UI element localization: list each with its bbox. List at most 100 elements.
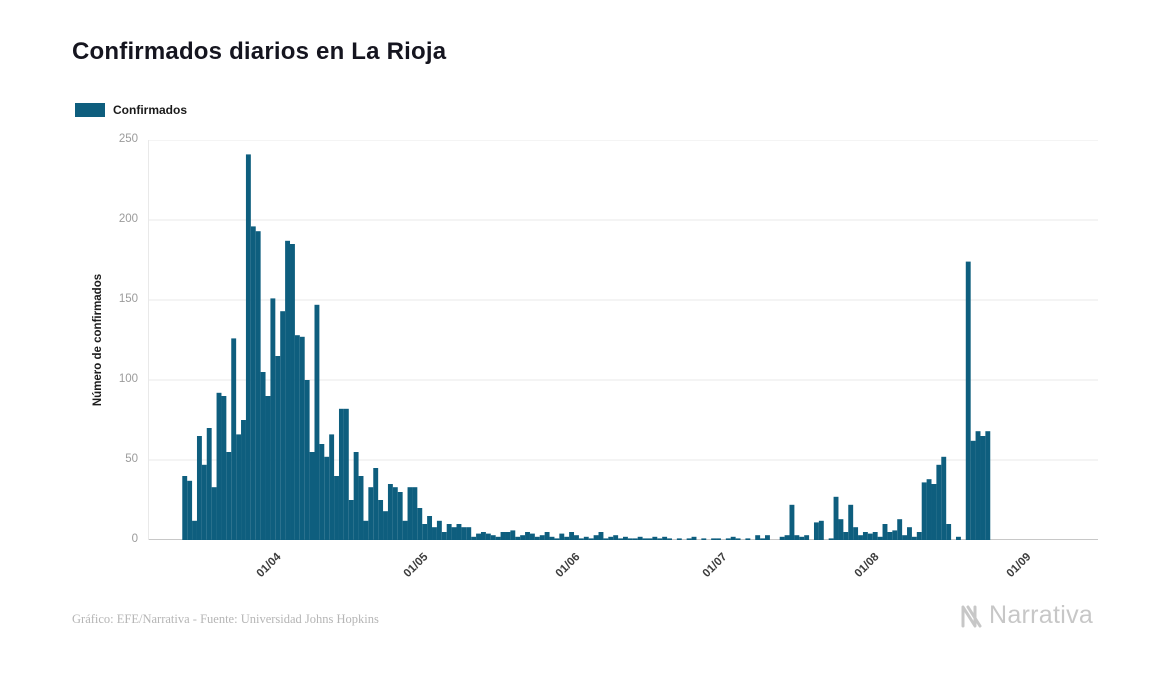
bar[interactable] [760,538,766,540]
bar[interactable] [358,476,364,540]
bar[interactable] [931,484,937,540]
bar[interactable] [466,527,472,540]
bar[interactable] [882,524,888,540]
bar[interactable] [407,487,413,540]
bar[interactable] [397,492,403,540]
bar[interactable] [858,535,863,540]
bar[interactable] [627,538,633,540]
bar[interactable] [500,532,506,540]
bar[interactable] [911,536,917,540]
bar[interactable] [402,520,408,540]
bar[interactable] [652,536,658,540]
bar[interactable] [735,538,741,540]
bar[interactable] [862,532,868,540]
bar[interactable] [765,535,770,540]
bar[interactable] [613,535,619,540]
bar[interactable] [324,456,330,540]
bar[interactable] [892,530,898,540]
bar[interactable] [657,538,663,540]
bar[interactable] [975,431,981,540]
bar[interactable] [725,538,731,540]
bar[interactable] [779,536,785,540]
bar[interactable] [662,536,668,540]
bar[interactable] [505,532,511,540]
bar[interactable] [270,298,276,540]
bar[interactable] [353,452,359,540]
bar[interactable] [578,538,584,540]
bar[interactable] [373,468,379,540]
bar[interactable] [623,536,628,540]
bar[interactable] [593,535,599,540]
bar[interactable] [338,408,344,540]
bar[interactable] [833,496,839,540]
bar[interactable] [755,535,761,540]
bar[interactable] [588,538,594,540]
bar[interactable] [211,487,217,540]
bar[interactable] [510,530,516,540]
bar[interactable] [701,538,707,540]
bar[interactable] [843,532,849,540]
bar[interactable] [436,520,442,540]
bar[interactable] [422,524,428,540]
bar[interactable] [686,538,692,540]
bar[interactable] [897,519,903,540]
bar[interactable] [877,536,883,540]
bar[interactable] [314,304,320,540]
bar[interactable] [549,536,555,540]
bar[interactable] [387,484,393,540]
bar[interactable] [231,338,237,540]
bar[interactable] [515,536,521,540]
bar[interactable] [495,536,501,540]
bar[interactable] [598,532,604,540]
bar[interactable] [520,535,526,540]
bar[interactable] [887,532,893,540]
bar[interactable] [290,244,295,540]
bar[interactable] [201,464,207,540]
bar[interactable] [216,392,222,540]
bar[interactable] [383,511,388,540]
bar[interactable] [446,524,452,540]
bar[interactable] [412,487,418,540]
bar[interactable] [250,226,256,540]
bar[interactable] [471,536,477,540]
bar[interactable] [319,444,325,540]
bar[interactable] [583,536,589,540]
bar[interactable] [441,532,447,540]
bar[interactable] [985,431,991,540]
bar[interactable] [789,504,795,540]
bar[interactable] [559,533,565,540]
bar[interactable] [853,527,859,540]
bar[interactable] [525,532,530,540]
bar[interactable] [716,538,721,540]
bar[interactable] [955,536,961,540]
bar[interactable] [334,476,339,540]
bar[interactable] [187,480,193,540]
bar[interactable] [867,533,873,540]
bar[interactable] [730,536,736,540]
bar[interactable] [260,372,266,540]
bar[interactable] [304,380,310,540]
bar[interactable] [711,538,717,540]
bar[interactable] [838,519,844,540]
bar[interactable] [784,535,790,540]
bar[interactable] [916,532,922,540]
bar[interactable] [618,538,623,540]
bar[interactable] [544,532,550,540]
bar[interactable] [236,434,242,540]
bar[interactable] [241,420,246,540]
bar[interactable] [539,535,545,540]
bar[interactable] [647,538,653,540]
bar[interactable] [745,538,751,540]
bar[interactable] [813,522,819,540]
bar[interactable] [392,487,398,540]
bar[interactable] [534,536,540,540]
bar[interactable] [676,538,682,540]
bar[interactable] [926,479,932,540]
bar[interactable] [245,154,251,540]
bar[interactable] [275,356,281,540]
bar[interactable] [818,520,824,540]
bar[interactable] [828,538,834,540]
bar[interactable] [564,536,570,540]
bar[interactable] [794,535,800,540]
bar[interactable] [799,536,805,540]
